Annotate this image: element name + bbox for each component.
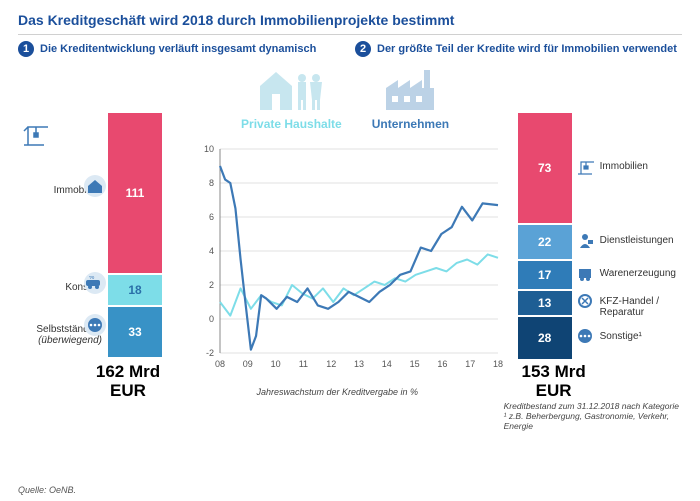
left-column: 111Immobilien18Konsum%33Selbstständige(ü… [18, 61, 186, 441]
svg-text:8: 8 [209, 178, 214, 188]
svg-text:08: 08 [215, 359, 225, 369]
svg-text:17: 17 [466, 359, 476, 369]
bubble-1: 1 [18, 41, 34, 57]
svg-text:14: 14 [382, 359, 392, 369]
house-people-icon [256, 66, 326, 112]
right-seg-label-0: Immobilien [600, 161, 690, 172]
left-seg-icon-1: % [84, 272, 106, 294]
right-seg-1: 22 [518, 225, 572, 259]
right-seg-label-4: Sonstige¹ [600, 331, 690, 342]
subtitle-1: 1 Die Kreditentwicklung verläuft insgesa… [18, 41, 345, 57]
line-chart: -2 0 2 4 6 8 10 08 09 10 11 12 13 14 15 16 17 18 [186, 141, 506, 381]
right-seg-2: 17 [518, 261, 572, 289]
svg-text:6: 6 [209, 212, 214, 222]
right-seg-icon-1 [576, 232, 594, 255]
right-seg-label-2: Warenerzeugung [600, 268, 690, 279]
mid-column: Private Haushalte Unternehmen -2 0 2 4 6 8 10 0… [186, 61, 503, 441]
right-total-2: EUR [536, 381, 572, 400]
mid-hdr1: Private Haushalte [241, 117, 342, 131]
factory-icon [380, 66, 440, 112]
svg-text:16: 16 [438, 359, 448, 369]
right-seg-icon-0 [576, 158, 596, 181]
svg-text:18: 18 [493, 359, 503, 369]
chart-caption: Jahreswachstum der Kreditvergabe in % [256, 387, 418, 397]
page-title: Das Kreditgeschäft wird 2018 durch Immob… [18, 12, 682, 35]
svg-text:-2: -2 [206, 348, 214, 358]
left-seg-icon-2 [84, 314, 106, 336]
svg-text:13: 13 [354, 359, 364, 369]
svg-text:15: 15 [410, 359, 420, 369]
mid-hdr2: Unternehmen [372, 117, 449, 131]
svg-text:10: 10 [271, 359, 281, 369]
left-total-2: EUR [110, 381, 146, 400]
subtitle-1-text: Die Kreditentwicklung verläuft insgesamt… [40, 43, 316, 55]
right-seg-icon-2 [576, 265, 594, 286]
right-total: 153 Mrd EUR [504, 363, 604, 400]
svg-text:10: 10 [204, 144, 214, 154]
source-note: Quelle: OeNB. [18, 485, 76, 495]
left-total: 162 Mrd EUR [78, 363, 178, 400]
svg-text:12: 12 [327, 359, 337, 369]
svg-text:09: 09 [243, 359, 253, 369]
left-seg-2: 33 [108, 307, 162, 357]
right-seg-4: 28 [518, 317, 572, 359]
mid-header-icons: Private Haushalte Unternehmen [186, 61, 503, 131]
left-stack: 111Immobilien18Konsum%33Selbstständige(ü… [108, 113, 162, 359]
left-total-1: 162 Mrd [96, 362, 160, 381]
main-area: 111Immobilien18Konsum%33Selbstständige(ü… [18, 61, 682, 441]
right-seg-label-1: Dienstleistungen [600, 235, 690, 246]
right-stack: 73Immobilien22Dienstleistungen17Warenerz… [518, 113, 572, 361]
foot2: ¹ z.B. Beherbergung, Gastronomie, Verkeh… [504, 411, 670, 431]
right-seg-label-3: KFZ-Handel / Reparatur [600, 296, 690, 318]
right-seg-icon-3 [576, 293, 594, 314]
subtitle-row: 1 Die Kreditentwicklung verläuft insgesa… [18, 41, 682, 57]
right-seg-0: 73 [518, 113, 572, 223]
svg-text:11: 11 [299, 359, 308, 369]
right-total-1: 153 Mrd [522, 362, 586, 381]
bubble-2: 2 [355, 41, 371, 57]
right-seg-3: 13 [518, 291, 572, 315]
left-seg-0: 111 [108, 113, 162, 273]
svg-text:%: % [89, 276, 95, 281]
svg-text:0: 0 [209, 314, 214, 324]
left-seg-1: 18 [108, 275, 162, 305]
right-footnote: Kreditbestand zum 31.12.2018 nach Katego… [504, 401, 684, 432]
left-seg-icon-0 [84, 175, 106, 197]
svg-text:4: 4 [209, 246, 214, 256]
crane-icon [22, 123, 50, 147]
subtitle-2: 2 Der größte Teil der Kredite wird für I… [355, 41, 682, 57]
foot1: Kreditbestand zum 31.12.2018 nach Katego… [504, 401, 679, 411]
right-seg-icon-4 [576, 328, 594, 349]
subtitle-2-text: Der größte Teil der Kredite wird für Imm… [377, 43, 677, 55]
right-column: 73Immobilien22Dienstleistungen17Warenerz… [504, 61, 682, 441]
svg-text:2: 2 [209, 280, 214, 290]
